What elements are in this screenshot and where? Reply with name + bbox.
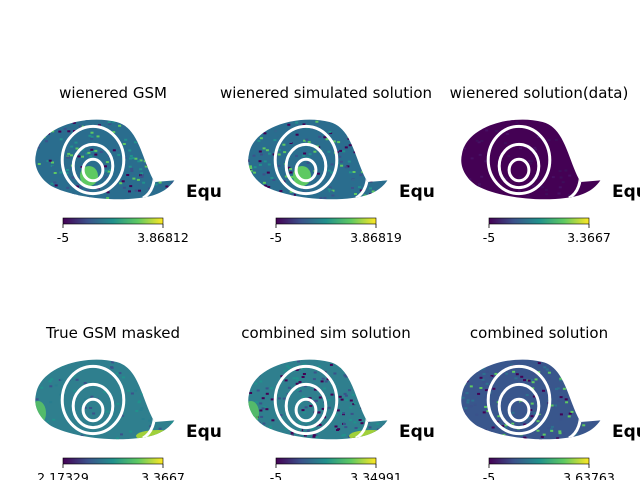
colorbar-max-label: 3.63763	[563, 470, 615, 480]
panel-title: combined solution	[470, 324, 608, 342]
colorbar-min-label: -5	[483, 230, 495, 245]
coord-label: Equ	[186, 422, 222, 442]
colorbar-max-label: 3.86819	[350, 230, 402, 245]
colorbar-min-label: 2.17329	[37, 470, 89, 480]
colorbar	[488, 457, 590, 465]
colorbar-min-label: -5	[483, 470, 495, 480]
panel-5: combined sim solution Equ -5 3.34991	[241, 324, 435, 480]
panel-title: wienered simulated solution	[220, 84, 432, 102]
panel-6: combined solution Equ -5 3.63763	[461, 324, 640, 480]
coord-label: Equ	[399, 422, 435, 442]
panel-1: wienered GSM Equ -5 3.86812	[35, 84, 222, 245]
colorbar-max-label: 3.3667	[141, 470, 185, 480]
panel-title: combined sim solution	[241, 324, 411, 342]
panel-title: wienered solution(data)	[450, 84, 629, 102]
coord-label: Equ	[612, 422, 640, 442]
colorbar-max-label: 3.34991	[350, 470, 402, 480]
panel-title: wienered GSM	[59, 84, 167, 102]
colorbar-min-label: -5	[270, 230, 282, 245]
colorbar-min-label: -5	[57, 230, 69, 245]
colorbar	[62, 217, 164, 225]
colorbar	[488, 217, 590, 225]
panel-2: wienered simulated solution Equ -5 3.86819	[220, 84, 435, 245]
coord-label: Equ	[186, 182, 222, 202]
colorbar-max-label: 3.86812	[137, 230, 189, 245]
coord-label: Equ	[399, 182, 435, 202]
panel-title: True GSM masked	[45, 324, 180, 342]
colorbar	[275, 217, 377, 225]
panel-4: True GSM masked Equ 2.17329 3.3667	[35, 324, 222, 480]
panel-3: wienered solution(data) Equ -5 3.3667	[450, 84, 640, 245]
colorbar-min-label: -5	[270, 470, 282, 480]
coord-label: Equ	[612, 182, 640, 202]
colorbar-max-label: 3.3667	[567, 230, 611, 245]
colorbar	[275, 457, 377, 465]
colorbar	[62, 457, 164, 465]
